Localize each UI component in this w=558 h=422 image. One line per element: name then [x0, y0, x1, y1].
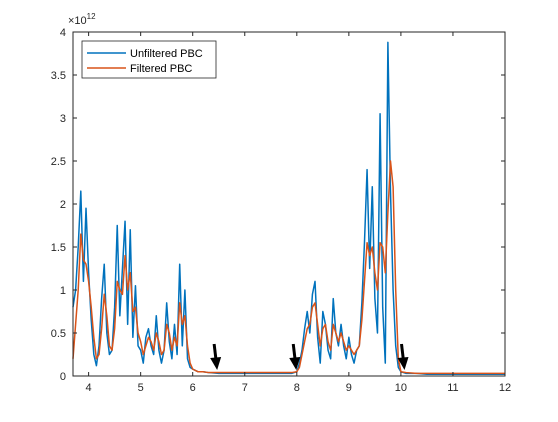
x-tick-label: 4 [86, 382, 92, 394]
legend-box [81, 40, 217, 79]
arrow-head [289, 357, 301, 370]
series-line-unfiltered [72, 41, 505, 376]
y-axis: 0 0.5 1 1.5 2 2.5 3 3.5 4 [51, 27, 505, 383]
arrow-head [210, 357, 222, 370]
x-axis: 4 5 6 7 8 9 10 11 12 [86, 32, 511, 394]
arrow-head [397, 357, 409, 370]
plot-area [73, 32, 505, 376]
y-tick-label: 1.5 [51, 242, 66, 254]
y-tick-label: 0.5 [51, 328, 66, 340]
exponent-power: 12 [87, 12, 96, 21]
x-tick-label: 8 [294, 382, 300, 394]
legend: Unfiltered PBC Filtered PBC [81, 40, 217, 79]
x-tick-label: 11 [447, 382, 458, 394]
y-tick-label: 0 [60, 371, 66, 383]
legend-label-filtered: Filtered PBC [130, 63, 192, 75]
x-tick-label: 7 [242, 382, 248, 394]
x-tick-label: 6 [190, 382, 196, 394]
x-tick-label: 5 [138, 382, 144, 394]
annotation-arrow [397, 343, 409, 370]
annotation-layer [210, 343, 409, 370]
x-tick-label: 10 [395, 382, 407, 394]
y-tick-label: 4 [60, 27, 66, 39]
y-exponent-label: ×1012 [68, 12, 96, 27]
annotation-arrow [210, 343, 222, 370]
y-tick-label: 3 [60, 113, 66, 125]
legend-label-unfiltered: Unfiltered PBC [130, 48, 203, 60]
y-tick-label: 1 [60, 285, 66, 297]
x-tick-label: 9 [346, 382, 352, 394]
y-tick-label: 2.5 [51, 156, 66, 168]
y-tick-label: 2 [60, 199, 66, 211]
series-line-filtered [72, 160, 505, 375]
y-tick-label: 3.5 [51, 70, 66, 82]
exponent-base: ×10 [68, 15, 87, 27]
annotation-arrow [289, 343, 301, 370]
x-tick-label: 12 [499, 382, 511, 394]
series-layer [72, 41, 505, 376]
svg-text:×1012: ×1012 [68, 12, 96, 27]
